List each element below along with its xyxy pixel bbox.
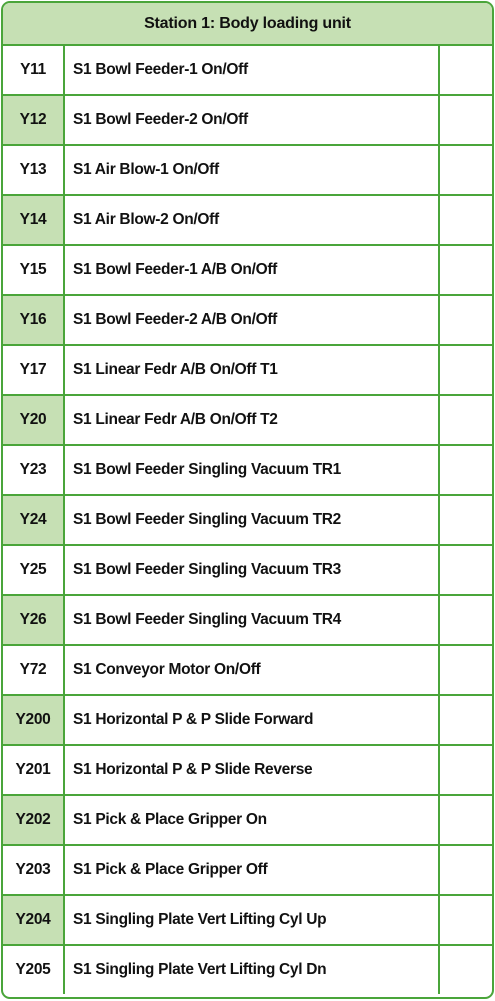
output-description-cell: S1 Bowl Feeder-2 On/Off	[65, 96, 440, 144]
output-code-cell: Y20	[3, 396, 65, 444]
table-row: Y202 S1 Pick & Place Gripper On	[3, 796, 492, 846]
table-row: Y17 S1 Linear Fedr A/B On/Off T1	[3, 346, 492, 396]
status-cell	[440, 696, 492, 744]
output-description-cell: S1 Air Blow-1 On/Off	[65, 146, 440, 194]
output-description-cell: S1 Bowl Feeder-1 On/Off	[65, 46, 440, 94]
output-description-cell: S1 Bowl Feeder-2 A/B On/Off	[65, 296, 440, 344]
table-body: Y11 S1 Bowl Feeder-1 On/Off Y12 S1 Bowl Fee…	[3, 46, 492, 994]
status-cell	[440, 496, 492, 544]
output-code-cell: Y200	[3, 696, 65, 744]
table-row: Y20 S1 Linear Fedr A/B On/Off T2	[3, 396, 492, 446]
output-code-cell: Y205	[3, 946, 65, 994]
table-row: Y25 S1 Bowl Feeder Singling Vacuum TR3	[3, 546, 492, 596]
table-row: Y204 S1 Singling Plate Vert Lifting Cyl U…	[3, 896, 492, 946]
output-description-cell: S1 Bowl Feeder-1 A/B On/Off	[65, 246, 440, 294]
output-description-cell: S1 Linear Fedr A/B On/Off T1	[65, 346, 440, 394]
output-code-cell: Y23	[3, 446, 65, 494]
status-cell	[440, 446, 492, 494]
table-row: Y200 S1 Horizontal P & P Slide Forward	[3, 696, 492, 746]
status-cell	[440, 546, 492, 594]
status-cell	[440, 246, 492, 294]
output-description-cell: S1 Horizontal P & P Slide Reverse	[65, 746, 440, 794]
status-cell	[440, 596, 492, 644]
status-cell	[440, 846, 492, 894]
output-code-cell: Y24	[3, 496, 65, 544]
output-description-cell: S1 Bowl Feeder Singling Vacuum TR3	[65, 546, 440, 594]
status-cell	[440, 96, 492, 144]
output-code-cell: Y201	[3, 746, 65, 794]
status-cell	[440, 896, 492, 944]
status-cell	[440, 946, 492, 994]
status-cell	[440, 196, 492, 244]
output-description-cell: S1 Linear Fedr A/B On/Off T2	[65, 396, 440, 444]
table-row: Y201 S1 Horizontal P & P Slide Reverse	[3, 746, 492, 796]
output-code-cell: Y72	[3, 646, 65, 694]
output-description-cell: S1 Bowl Feeder Singling Vacuum TR2	[65, 496, 440, 544]
output-code-cell: Y17	[3, 346, 65, 394]
table-row: Y205 S1 Singling Plate Vert Lifting Cyl D…	[3, 946, 492, 994]
status-cell	[440, 46, 492, 94]
status-cell	[440, 396, 492, 444]
table-row: Y13 S1 Air Blow-1 On/Off	[3, 146, 492, 196]
table-row: Y24 S1 Bowl Feeder Singling Vacuum TR2	[3, 496, 492, 546]
status-cell	[440, 746, 492, 794]
output-description-cell: S1 Conveyor Motor On/Off	[65, 646, 440, 694]
table-row: Y11 S1 Bowl Feeder-1 On/Off	[3, 46, 492, 96]
output-description-cell: S1 Pick & Place Gripper On	[65, 796, 440, 844]
status-cell	[440, 646, 492, 694]
table-title: Station 1: Body loading unit	[3, 3, 492, 46]
output-code-cell: Y12	[3, 96, 65, 144]
table-row: Y14 S1 Air Blow-2 On/Off	[3, 196, 492, 246]
output-code-cell: Y14	[3, 196, 65, 244]
status-cell	[440, 296, 492, 344]
status-cell	[440, 796, 492, 844]
output-description-cell: S1 Horizontal P & P Slide Forward	[65, 696, 440, 744]
output-code-cell: Y25	[3, 546, 65, 594]
output-description-cell: S1 Bowl Feeder Singling Vacuum TR1	[65, 446, 440, 494]
table-row: Y72 S1 Conveyor Motor On/Off	[3, 646, 492, 696]
output-description-cell: S1 Singling Plate Vert Lifting Cyl Dn	[65, 946, 440, 994]
output-code-cell: Y16	[3, 296, 65, 344]
table-row: Y23 S1 Bowl Feeder Singling Vacuum TR1	[3, 446, 492, 496]
output-code-cell: Y15	[3, 246, 65, 294]
output-description-cell: S1 Pick & Place Gripper Off	[65, 846, 440, 894]
table-row: Y16 S1 Bowl Feeder-2 A/B On/Off	[3, 296, 492, 346]
table-row: Y203 S1 Pick & Place Gripper Off	[3, 846, 492, 896]
output-code-cell: Y204	[3, 896, 65, 944]
output-code-cell: Y11	[3, 46, 65, 94]
table-row: Y15 S1 Bowl Feeder-1 A/B On/Off	[3, 246, 492, 296]
output-code-cell: Y202	[3, 796, 65, 844]
status-cell	[440, 346, 492, 394]
output-code-cell: Y203	[3, 846, 65, 894]
output-description-cell: S1 Air Blow-2 On/Off	[65, 196, 440, 244]
output-code-cell: Y13	[3, 146, 65, 194]
table-row: Y26 S1 Bowl Feeder Singling Vacuum TR4	[3, 596, 492, 646]
table-row: Y12 S1 Bowl Feeder-2 On/Off	[3, 96, 492, 146]
output-description-cell: S1 Bowl Feeder Singling Vacuum TR4	[65, 596, 440, 644]
status-cell	[440, 146, 492, 194]
output-description-cell: S1 Singling Plate Vert Lifting Cyl Up	[65, 896, 440, 944]
output-code-cell: Y26	[3, 596, 65, 644]
